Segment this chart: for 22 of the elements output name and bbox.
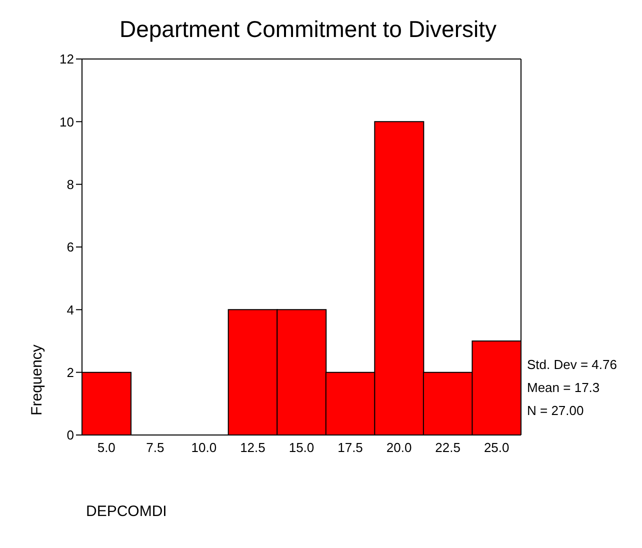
- text: N = 27.00: [527, 403, 584, 418]
- y-tick-label: 6: [66, 240, 74, 255]
- x-tick-label: 22.5: [435, 440, 460, 456]
- x-tick-label: 25.0: [484, 440, 510, 456]
- y-tick-label: 10: [60, 114, 74, 130]
- x-tick-label: 17.5: [338, 440, 363, 456]
- text: Mean = 17.3: [527, 380, 600, 395]
- chart-title: Department Commitment to Diversity: [118, 16, 498, 43]
- y-tick-label: 4: [66, 302, 74, 318]
- x-tick-label: 12.5: [240, 440, 266, 456]
- y-tick-label: 2: [66, 364, 74, 380]
- x-tick-label: 10.0: [191, 440, 217, 456]
- x-tick-label: 15.0: [288, 440, 314, 456]
- x-tick-label: 7.5: [146, 440, 164, 456]
- x-tick-label: 20.0: [386, 440, 412, 456]
- y-tick-label: 8: [66, 176, 74, 192]
- y-tick-label: 0: [66, 428, 74, 443]
- text: Std. Dev = 4.76: [527, 357, 617, 372]
- y-tick-label: 12: [60, 52, 74, 67]
- x-axis-title: DEPCOMDI: [86, 503, 167, 520]
- x-tick-label: 5.0: [97, 440, 116, 456]
- y-axis-title: Frequency: [28, 344, 46, 416]
